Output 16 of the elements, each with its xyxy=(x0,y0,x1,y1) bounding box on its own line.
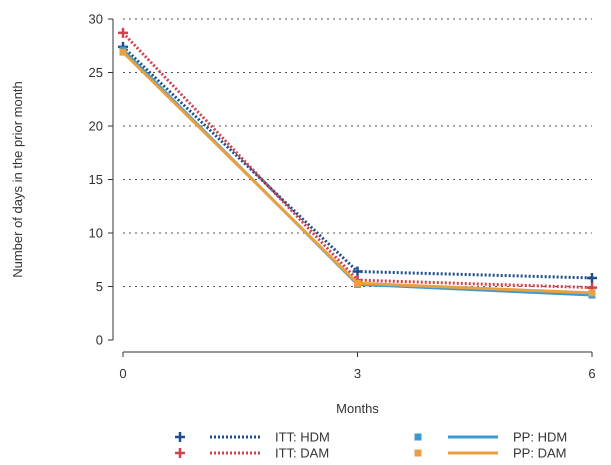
x-axis-title: Months xyxy=(336,401,380,416)
y-tick-label: 15 xyxy=(88,172,103,188)
y-tick-label: 20 xyxy=(88,118,103,134)
legend-label: ITT: DAM xyxy=(275,446,330,461)
y-tick-label: 25 xyxy=(88,65,103,80)
x-tick-label: 0 xyxy=(119,366,127,381)
legend-label: PP: DAM xyxy=(513,446,566,461)
y-axis-title: Number of days in the prior month xyxy=(10,81,25,278)
y-tick-label: 0 xyxy=(96,332,103,348)
legend-label: ITT: HDM xyxy=(275,430,330,445)
legend-label: PP: HDM xyxy=(513,430,568,445)
y-tick-label: 10 xyxy=(88,226,103,241)
x-tick-label: 3 xyxy=(354,366,362,381)
y-tick-label: 30 xyxy=(88,12,103,27)
x-tick-label: 6 xyxy=(588,366,596,381)
y-tick-label: 5 xyxy=(96,279,103,294)
